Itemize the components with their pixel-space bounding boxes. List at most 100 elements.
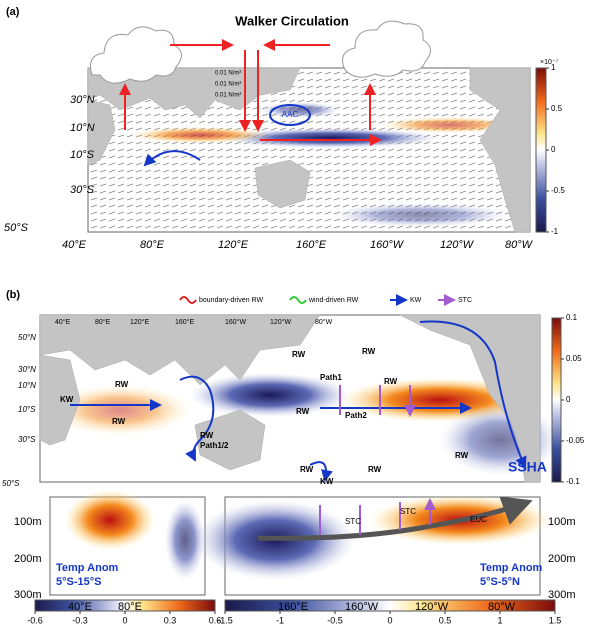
lat-label: 10°N <box>18 381 36 390</box>
map-label: RW <box>112 417 126 426</box>
colorbar-tick-label: -1 <box>276 615 284 625</box>
cloud <box>91 27 182 83</box>
legend-symbol <box>180 297 196 303</box>
depth-label: 200m <box>548 553 576 565</box>
lon-label: 160°E <box>278 601 308 613</box>
colorbar-tick-label: -0.3 <box>72 615 88 625</box>
lon-label: 80°E <box>118 601 142 613</box>
lon-label: 120°E <box>130 318 149 326</box>
lon-label: 80°E <box>95 318 111 326</box>
colorbar-tick-label: 0.5 <box>439 615 452 625</box>
anomaly <box>130 127 270 143</box>
legend-label: KW <box>410 297 422 304</box>
legend-label: STC <box>458 297 472 304</box>
lon-label: 160°E <box>296 239 327 251</box>
colorbar <box>552 318 561 482</box>
reference-vector: 0.01 N/m² <box>215 71 241 77</box>
anomaly <box>330 203 510 227</box>
map-label: SSHA <box>508 459 547 475</box>
lat-label: 10°S <box>70 149 95 161</box>
lon-label: 120°W <box>440 239 475 251</box>
section-region: 5°S-5°N <box>480 576 520 588</box>
colorbar <box>536 68 546 232</box>
depth-label: 200m <box>14 553 42 565</box>
cloud <box>343 21 431 77</box>
colorbar-tick-label: -0.5 <box>551 186 565 195</box>
panel-a: (a) Walker Circulation AAC 0.01 N/m² 0.0… <box>6 6 559 232</box>
panel-d: Temp Anom 5°S-5°N <box>195 495 555 611</box>
section-title: Temp Anom <box>56 562 119 574</box>
lat-label: 50°S <box>4 222 29 234</box>
colorbar-tick-label: 0 <box>122 615 127 625</box>
feature-label: AAC <box>282 110 299 119</box>
colorbar-tick-label: 0.5 <box>551 104 563 113</box>
lat-label: 30°N <box>18 365 36 374</box>
lon-label: 120°W <box>270 318 291 326</box>
colorbar-tick-label: 1.5 <box>549 615 562 625</box>
map-label: RW <box>300 465 314 474</box>
legend-label: boundary-driven RW <box>199 297 263 304</box>
annotation: STC <box>400 507 416 516</box>
legend-label: wind-driven RW <box>308 297 359 304</box>
colorbar-tick-label: 0 <box>566 395 571 404</box>
map-label: Path2 <box>345 411 367 420</box>
lon-label: 160°W <box>225 318 246 326</box>
figure: (a) Walker Circulation AAC 0.01 N/m² 0.0… <box>0 0 595 641</box>
map-label: RW <box>362 347 376 356</box>
lat-label: 30°N <box>70 94 95 106</box>
lat-label: 10°S <box>18 405 36 414</box>
colorbar-tick-label: 0 <box>387 615 392 625</box>
colorbar-tick-label: -0.05 <box>566 436 585 445</box>
colorbar-tick-label: 0 <box>551 145 556 154</box>
map-label: RW <box>200 431 214 440</box>
map-label: RW <box>384 377 398 386</box>
reference-vector: 0.01 N/m² <box>215 82 241 88</box>
map-label: RW <box>368 465 382 474</box>
map-label: Path1/2 <box>200 441 229 450</box>
annotation: STC <box>345 517 361 526</box>
depth-label: 100m <box>14 516 42 528</box>
map-label: KW <box>320 477 334 486</box>
anomaly <box>65 490 155 550</box>
panel-label: (a) <box>6 6 20 18</box>
colorbar-exponent: ×10⁻⁷ <box>540 59 559 66</box>
colorbar-tick-label: 0.1 <box>566 313 578 322</box>
depth-label: 300m <box>548 589 576 601</box>
colorbar-tick-label: -0.5 <box>327 615 343 625</box>
depth-label: 300m <box>14 589 42 601</box>
lat-label: 10°N <box>70 122 95 134</box>
colorbar-tick-label: 0.3 <box>164 615 177 625</box>
lon-label: 40°E <box>62 239 87 251</box>
lon-label: 80°W <box>505 239 534 251</box>
map-label: RW <box>455 451 469 460</box>
colorbar-tick-label: -0.1 <box>566 477 580 486</box>
depth-label: 100m <box>548 516 576 528</box>
reference-vector: 0.01 N/m² <box>215 93 241 99</box>
lon-label: 160°W <box>370 239 405 251</box>
lon-label: 160°W <box>345 601 379 613</box>
lat-label: 50°N <box>18 333 36 342</box>
colorbar-tick-label: -1 <box>551 227 559 236</box>
lat-label: 30°S <box>18 435 36 444</box>
panel-title: Walker Circulation <box>235 13 349 28</box>
lat-label: 30°S <box>70 184 95 196</box>
colorbar-tick-label: 0.05 <box>566 354 582 363</box>
lon-label: 160°E <box>175 318 194 326</box>
lon-label: 80°E <box>140 239 165 251</box>
map-label: Path1 <box>320 373 342 382</box>
annotation: EUC <box>470 515 487 524</box>
colorbar-tick-label: -1.5 <box>217 615 233 625</box>
map-label: RW <box>115 380 129 389</box>
lon-label: 120°W <box>415 601 449 613</box>
map-label: KW <box>60 395 74 404</box>
colorbar-tick-label: 1 <box>497 615 502 625</box>
colorbar-tick-label: 1 <box>551 63 556 72</box>
lon-label: 80°W <box>488 601 516 613</box>
lon-label: 120°E <box>218 239 249 251</box>
section-region: 5°S-15°S <box>56 576 102 588</box>
lat-label: 50°S <box>2 479 20 488</box>
colorbar-tick-label: -0.6 <box>27 615 43 625</box>
map-label: RW <box>292 350 306 359</box>
lon-label: 40°E <box>55 318 71 326</box>
panel-label: (b) <box>6 289 20 301</box>
